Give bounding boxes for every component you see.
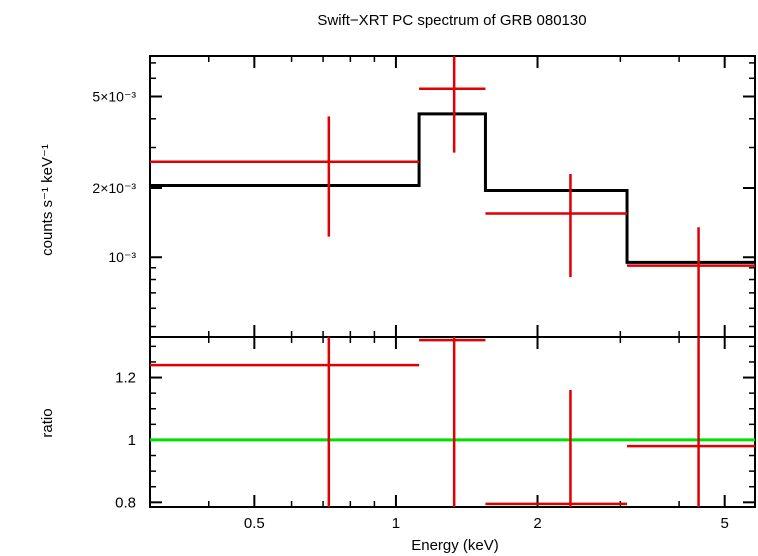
top-plot-frame bbox=[149, 55, 756, 338]
ratio-point bbox=[150, 337, 420, 507]
x-tick-label: 1 bbox=[392, 515, 400, 532]
x-axis-label: Energy (keV) bbox=[411, 537, 499, 554]
data-point bbox=[150, 116, 420, 237]
ratio-point bbox=[485, 390, 628, 507]
top-y-axis-label: counts s⁻¹ keV⁻¹ bbox=[39, 144, 56, 256]
data-point bbox=[485, 174, 628, 278]
y-tick-label: 1.2 bbox=[115, 370, 136, 387]
data-point bbox=[627, 227, 755, 337]
x-tick-label: 5 bbox=[721, 515, 729, 532]
ratio-point bbox=[627, 337, 755, 507]
chart-title: Swift−XRT PC spectrum of GRB 080130 bbox=[317, 12, 586, 29]
y-tick-label: 10⁻³ bbox=[108, 249, 136, 265]
x-tick-label: 2 bbox=[533, 515, 541, 532]
y-tick-label: 2×10⁻³ bbox=[92, 180, 136, 196]
x-tick-label: 0.5 bbox=[244, 515, 265, 532]
model-step-line bbox=[150, 112, 755, 264]
y-tick-label: 1 bbox=[128, 432, 136, 449]
bottom-y-axis-label: ratio bbox=[39, 408, 56, 437]
ratio-panel: 0.5 1 2 5 1.2 1 0.8 bbox=[115, 336, 756, 532]
ratio-point bbox=[419, 337, 486, 507]
y-tick-label: 5×10⁻³ bbox=[92, 88, 136, 104]
bottom-plot-frame bbox=[149, 336, 756, 508]
data-point bbox=[419, 56, 486, 153]
y-tick-label: 0.8 bbox=[115, 494, 136, 511]
spectrum-panel: 5×10⁻³ 2×10⁻³ 10⁻³ bbox=[92, 55, 756, 338]
